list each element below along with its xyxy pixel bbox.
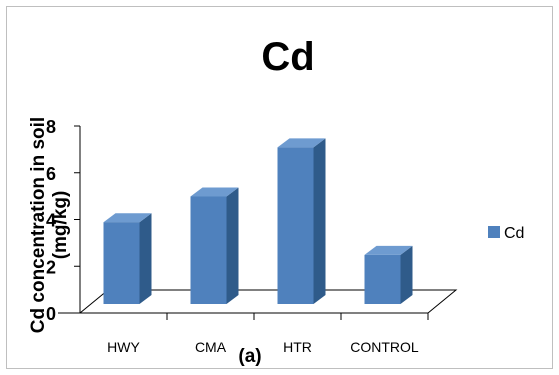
bar-top bbox=[277, 138, 326, 148]
bar-side bbox=[139, 213, 152, 304]
y-tick-label: 4 bbox=[46, 211, 56, 231]
legend-swatch bbox=[488, 226, 500, 238]
bar-hwy bbox=[103, 213, 152, 304]
bar-top bbox=[364, 245, 413, 255]
x-tick-labels: HWY CMA HTR CONTROL bbox=[107, 313, 429, 355]
bar-top bbox=[103, 213, 152, 223]
y-axis-label-line1: Cd concentration in soil bbox=[28, 117, 49, 333]
bars bbox=[103, 138, 413, 304]
x-tick-label: CMA bbox=[195, 339, 227, 355]
legend-label: Cd bbox=[504, 225, 524, 242]
y-axis-label-line2: (mg/kg) bbox=[50, 191, 71, 260]
x-tick-label: HWY bbox=[107, 339, 140, 355]
figure-caption: (a) bbox=[238, 346, 261, 367]
y-tick-label: 2 bbox=[46, 257, 56, 277]
y-tick-label: 8 bbox=[46, 117, 56, 137]
bar-side bbox=[313, 138, 326, 304]
chart-floor bbox=[78, 289, 458, 314]
legend: Cd bbox=[488, 225, 524, 242]
bar-front bbox=[190, 196, 227, 304]
bar-top bbox=[190, 187, 239, 197]
chart-title: Cd bbox=[261, 35, 314, 79]
y-tick-label: 6 bbox=[46, 164, 56, 184]
x-tick-label: HTR bbox=[283, 339, 312, 355]
bar-side bbox=[400, 245, 413, 304]
bar-front bbox=[103, 222, 140, 304]
bar-side bbox=[226, 187, 239, 304]
x-tick-label: CONTROL bbox=[350, 339, 419, 355]
bar-control bbox=[364, 245, 413, 304]
bar-front bbox=[277, 147, 314, 304]
bar-front bbox=[364, 254, 401, 304]
y-axis-label: Cd concentration in soil (mg/kg) bbox=[28, 117, 71, 333]
y-ticks: 0 2 4 6 8 bbox=[46, 117, 80, 324]
bar-htr bbox=[277, 138, 326, 304]
bar-cma bbox=[190, 187, 239, 304]
y-tick-label: 0 bbox=[46, 304, 56, 324]
